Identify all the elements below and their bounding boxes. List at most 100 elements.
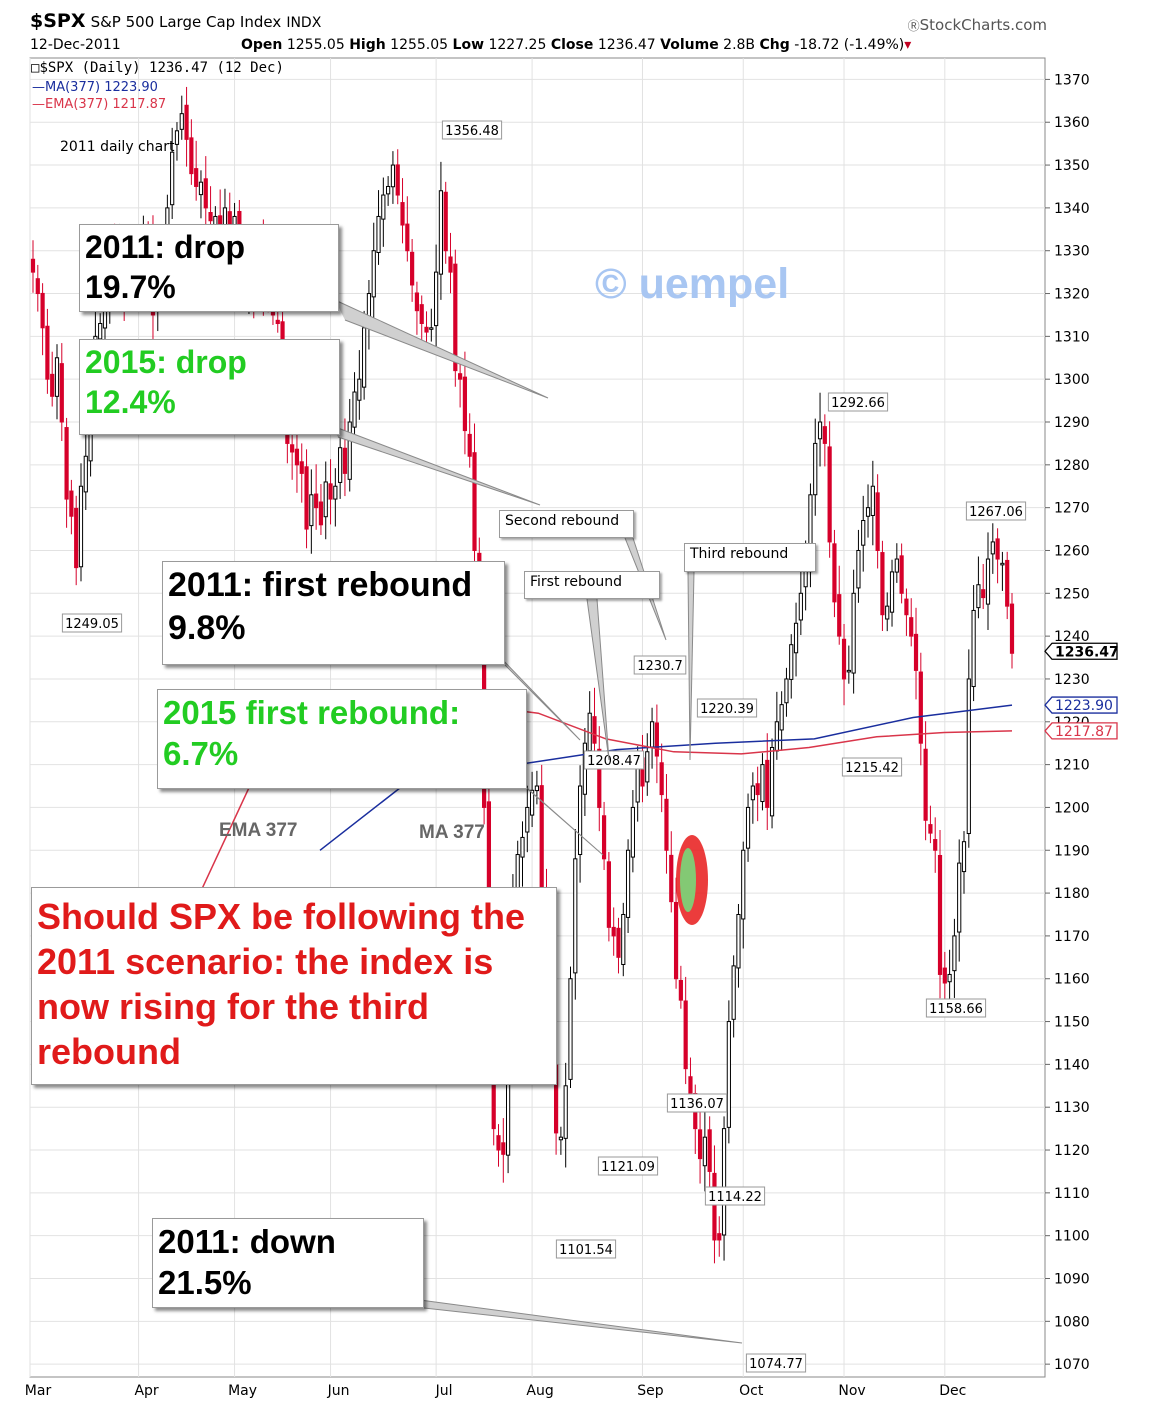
candle-body: [721, 1128, 727, 1236]
candle-body: [69, 490, 74, 517]
callout-down-2011: 2011: down 21.5%: [152, 1218, 424, 1308]
candle-body: [1009, 603, 1015, 654]
y-tick-label: 1370: [1054, 72, 1090, 88]
point-label-box: [441, 120, 503, 140]
candle-body: [40, 292, 45, 329]
ma-377-label: MA 377: [419, 822, 485, 843]
candle-body: [414, 292, 420, 312]
candle-body: [184, 104, 189, 140]
y-tick-label: 1230: [1054, 672, 1090, 688]
candle-body: [371, 250, 376, 298]
x-tick-label: Nov: [838, 1383, 865, 1399]
y-tick-label: 1140: [1054, 1057, 1090, 1073]
watermark: © uempel: [595, 260, 790, 308]
candle-body: [995, 538, 1000, 560]
candle-body: [654, 722, 659, 757]
ema-377-label: EMA 377: [219, 820, 298, 841]
symbol: $SPX: [30, 10, 86, 32]
candle-body: [817, 421, 823, 440]
candle-body: [434, 271, 439, 327]
candle-body: [678, 979, 683, 1001]
candle-body: [899, 555, 904, 594]
y-tick-label: 1330: [1054, 244, 1090, 260]
candle-body: [635, 764, 640, 803]
candle-body: [942, 967, 947, 984]
candle-body: [78, 485, 84, 568]
candle-body: [453, 263, 458, 372]
candle-body: [933, 839, 938, 851]
candle-body: [194, 168, 199, 187]
candle-body: [419, 304, 424, 325]
brand[interactable]: ⓇStockCharts.com: [908, 16, 1047, 34]
point-label: 1230.7: [637, 659, 683, 674]
high-value: 1255.05: [390, 37, 449, 53]
y-tick-label: 1120: [1054, 1143, 1090, 1159]
candle-body: [625, 849, 631, 918]
candle-body: [918, 671, 923, 744]
candle-body: [981, 589, 986, 599]
candle-legend-icon: □: [31, 60, 40, 76]
candle-body: [952, 935, 957, 972]
price-tag-label: 1223.90: [1055, 698, 1113, 714]
candle-body: [45, 325, 50, 380]
candle-body: [174, 130, 180, 145]
chart-title: $SPX S&P 500 Large Cap Index INDX: [30, 10, 321, 32]
y-tick-label: 1170: [1054, 929, 1090, 945]
point-label: 1208.47: [587, 754, 641, 769]
candle-body: [731, 965, 736, 1020]
point-label-box: [745, 1353, 807, 1373]
callout-pointer: [419, 1299, 743, 1344]
candle-body: [673, 901, 679, 980]
candle-body: [83, 455, 88, 493]
candle-body: [669, 854, 674, 903]
candle-body: [203, 178, 208, 209]
callout-pointer: [497, 654, 581, 741]
candle-body: [333, 485, 338, 500]
legend-price: □$SPX (Daily) 1236.47 (12 Dec): [31, 60, 284, 76]
legend-ema-text: EMA(377) 1217.87: [45, 97, 167, 112]
candle-body: [390, 164, 396, 188]
low-label: Low: [452, 37, 485, 53]
price-tag: [1044, 722, 1118, 740]
point-label-box: [841, 757, 903, 777]
x-tick-label: Oct: [739, 1383, 764, 1399]
candle-body: [318, 501, 324, 526]
legend-ma: —MA(377) 1223.90: [32, 80, 158, 95]
ma-line-icon: —: [32, 80, 45, 95]
callout-first-rebound-2011: 2011: first rebound 9.8%: [162, 561, 505, 665]
x-tick-label: Aug: [526, 1383, 553, 1399]
candle-body: [362, 327, 367, 388]
callout-pointer: [329, 424, 541, 506]
point-label: 1074.77: [749, 1357, 803, 1372]
candle-body: [338, 447, 343, 483]
highlight-inner: [680, 848, 696, 912]
candle-body: [649, 721, 655, 748]
point-label-box: [633, 655, 687, 675]
chart-date: 12-Dec-2011: [30, 37, 121, 53]
y-tick-label: 1240: [1054, 629, 1090, 645]
point-label: 1136.07: [670, 1097, 724, 1112]
candle-body: [601, 815, 607, 860]
callout-drop-2011: 2011: drop 19.7%: [79, 224, 339, 312]
point-label: 1158.66: [929, 1002, 983, 1017]
candle-body: [30, 258, 36, 273]
y-tick-label: 1180: [1054, 886, 1090, 902]
candle-body: [438, 190, 444, 275]
candle-body: [702, 1136, 707, 1167]
candle-body: [861, 520, 866, 546]
candle-body: [208, 212, 213, 222]
candle-body: [789, 644, 794, 680]
y-tick-label: 1100: [1054, 1229, 1090, 1245]
candle-body: [275, 319, 280, 325]
price-tag: [1044, 642, 1118, 660]
candle-body: [726, 1021, 731, 1128]
callout-pointer: [334, 299, 549, 399]
candle-body: [520, 836, 525, 858]
candle-body: [74, 507, 79, 569]
candle-body: [851, 592, 856, 674]
y-tick-label: 1350: [1054, 158, 1090, 174]
candle-body: [405, 223, 410, 252]
point-label: 1220.39: [700, 702, 754, 717]
candle-body: [961, 841, 967, 873]
subtitle: 2011 daily chart: [60, 139, 175, 155]
